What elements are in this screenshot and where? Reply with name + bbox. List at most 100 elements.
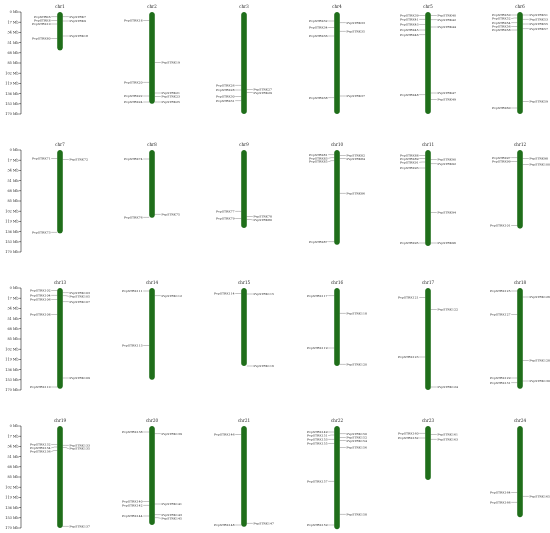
chromosome-body xyxy=(149,288,155,380)
chromosome-title: chr12 xyxy=(514,142,527,147)
scale-tick-label: 17 Mb xyxy=(7,296,18,300)
chromosome-body xyxy=(241,288,247,366)
gene-label: PvpSTRK20 xyxy=(124,80,143,84)
scale-tick-label: 34 Mb xyxy=(7,31,18,35)
gene-label: PvpSTRK51 xyxy=(529,13,548,17)
chromosome-title: chr19 xyxy=(54,418,67,423)
gene-label: PvpSTRK54 xyxy=(492,21,511,25)
gene-label: PvpSTRK142 xyxy=(122,503,143,507)
gene-label: PvpSTRK122 xyxy=(437,308,458,312)
gene-label: PvpSTRK166 xyxy=(490,500,511,504)
gene-label: PvpSTRK154 xyxy=(346,439,367,443)
gene-label: PvpSTRK86 xyxy=(346,191,365,195)
chromosome-title: chr17 xyxy=(422,280,435,285)
gene-label: PvpSTRK58 xyxy=(492,28,511,32)
gene-label: PvpSTRK112 xyxy=(161,294,182,298)
gene-label: PvpSTRK151 xyxy=(307,434,328,438)
gene-label: PvpSTRK43 xyxy=(400,23,419,27)
gene-label: PvpSTRK161 xyxy=(437,433,458,437)
scale-tick-label: 68 Mb xyxy=(7,327,18,331)
gene-label: PvpSTRK38 xyxy=(309,96,328,100)
scale-tick-label: 85 Mb xyxy=(7,475,18,479)
chromosome-body xyxy=(517,426,523,518)
gene-label: PvpSTRK53 xyxy=(529,17,548,21)
scale-tick-label: 119 Mb xyxy=(5,82,18,86)
gene-label: PvpSTRK128 xyxy=(529,359,550,363)
gene-label: PvpSTRK110 xyxy=(30,385,51,389)
gene-label: PvpSTRK41 xyxy=(400,17,419,21)
scale-tick-label: 153 Mb xyxy=(5,516,18,520)
gene-label: PvpSTRK119 xyxy=(307,346,328,350)
chromosome-body xyxy=(57,288,63,389)
chromosome-chr21: chr21 PvpSTRK146 PvpSTRK148 PvpSTRK147 xyxy=(214,418,274,527)
chromosome-body xyxy=(517,288,523,389)
gene-label: PvpSTRK7 xyxy=(69,15,86,19)
chromosome-title: chr2 xyxy=(147,4,157,9)
gene-label: PvpSTRK78 xyxy=(253,215,272,219)
scale-tick-label: 51 Mb xyxy=(7,179,18,183)
scale-tick-label: 119 Mb xyxy=(5,220,18,224)
gene-label: PvpSTRK155 xyxy=(307,442,328,446)
chromosome-title: chr21 xyxy=(238,418,251,423)
gene-label: PvpSTRK141 xyxy=(161,502,182,506)
gene-label: PvpSTRK100 xyxy=(529,163,550,167)
scale-tick-label: 34 Mb xyxy=(7,307,18,311)
scale-tick-label: 102 Mb xyxy=(5,347,18,351)
chromosome-chr7: chr7 PvpSTRK71 PvpSTRK73 PvpSTRK72 xyxy=(32,142,88,234)
gene-label: PvpSTRK50 xyxy=(492,13,511,17)
gene-label: PvpSTRK106 xyxy=(30,298,51,302)
gene-label: PvpSTRK138 xyxy=(122,430,143,434)
chromosome-body xyxy=(57,426,63,528)
scale-tick-label: 68 Mb xyxy=(7,189,18,193)
gene-label: PvpSTRK159 xyxy=(307,523,328,527)
chromosome-body xyxy=(517,150,523,229)
gene-label: PvpSTRK94 xyxy=(437,211,456,215)
chromosome-chr15: chr15 PvpSTRK114 PvpSTRK115 PvpSTRK116 xyxy=(214,280,274,368)
scale-tick-label: 136 Mb xyxy=(5,230,18,234)
scale-tick-label: 136 Mb xyxy=(5,506,18,510)
chromosome-title: chr4 xyxy=(332,4,342,9)
chromosome-body xyxy=(334,426,340,530)
gene-label: PvpSTRK40 xyxy=(437,14,456,18)
scale-tick-label: 68 Mb xyxy=(7,465,18,469)
chromosome-body xyxy=(57,150,63,234)
gene-label: PvpSTRK37 xyxy=(346,94,365,98)
gene-label: PvpSTRK135 xyxy=(69,447,90,451)
gene-label: PvpSTRK125 xyxy=(490,289,511,293)
gene-label: PvpSTRK126 xyxy=(529,295,550,299)
gene-label: PvpSTRK113 xyxy=(122,344,143,348)
chromosome-title: chr20 xyxy=(146,418,159,423)
scale-tick-label: 85 Mb xyxy=(7,199,18,203)
chromosome-title: chr6 xyxy=(515,4,525,9)
gene-label: PvpSTRK47 xyxy=(437,91,456,95)
gene-label: PvpSTRK95 xyxy=(400,241,419,245)
gene-label: PvpSTRK158 xyxy=(346,512,367,516)
scale-tick-label: 102 Mb xyxy=(5,71,18,75)
gene-label: PvpSTRK163 xyxy=(437,437,458,441)
chromosome-body xyxy=(517,12,523,114)
gene-label: PvpSTRK39 xyxy=(400,14,419,18)
gene-label: PvpSTRK82 xyxy=(346,154,365,158)
gene-label: PvpSTRK55 xyxy=(529,22,548,26)
scale-tick-label: 34 Mb xyxy=(7,445,18,449)
scale-tick-label: 119 Mb xyxy=(5,496,18,500)
chromosome-title: chr24 xyxy=(514,418,527,423)
gene-label: PvpSTRK124 xyxy=(437,385,458,389)
chromosome-title: chr9 xyxy=(239,142,249,147)
scale-tick-label: 85 Mb xyxy=(7,61,18,65)
scale-tick-label: 85 Mb xyxy=(7,337,18,341)
gene-label: PvpSTRK28 xyxy=(216,88,235,92)
gene-label: PvpSTRK107 xyxy=(69,300,90,304)
gene-label: PvpSTRK10 xyxy=(32,22,51,26)
gene-label: PvpSTRK31 xyxy=(216,99,235,103)
gene-label: PvpSTRK152 xyxy=(346,436,367,440)
chromosome-title: chr18 xyxy=(514,280,527,285)
scale-tick-label: 136 Mb xyxy=(5,368,18,372)
scale-bar-row-3: 0 Mb 17 Mb 34 Mb 51 Mb 68 Mb 85 Mb 102 Mb 119 M… xyxy=(5,286,22,392)
chromosome-chr4: chr4 PvpSTRK32 PvpSTRK34 PvpSTRK36 PvpSTRK38… xyxy=(309,4,365,114)
